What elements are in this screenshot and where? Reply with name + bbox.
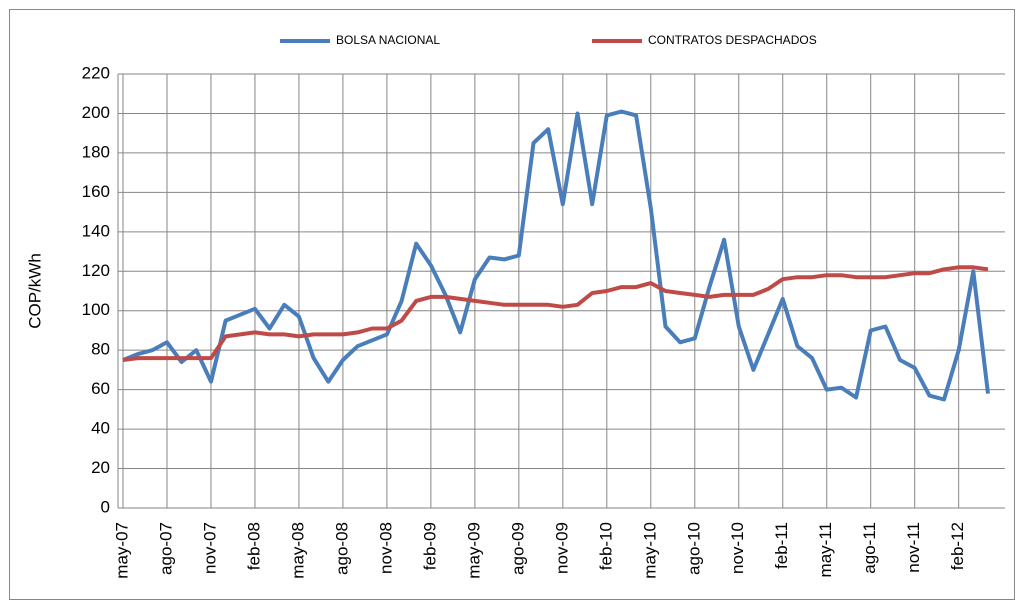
y-tick-label: 200 (82, 103, 110, 122)
x-tick-label: feb-08 (244, 522, 263, 570)
x-tick-label: may-08 (288, 522, 307, 579)
y-tick-label: 0 (101, 497, 110, 516)
y-tick-label: 160 (82, 182, 110, 201)
series-line (122, 109, 990, 402)
x-tick-label: ago-11 (860, 522, 879, 574)
x-tick-label: may-11 (816, 522, 835, 577)
x-tick-label: may-10 (640, 522, 659, 579)
x-tick-label: feb-10 (596, 522, 615, 570)
y-tick-label: 140 (82, 221, 110, 240)
x-tick-label: may-07 (112, 522, 131, 579)
x-tick-label: feb-11 (772, 522, 791, 569)
x-tick-label: nov-08 (376, 522, 395, 574)
x-tick-label: nov-11 (904, 522, 923, 573)
series-line (122, 265, 989, 362)
legend-label: CONTRATOS DESPACHADOS (648, 33, 817, 47)
x-tick-label: ago-08 (332, 522, 351, 575)
x-tick-label: ago-09 (508, 522, 527, 575)
x-tick-label: nov-09 (552, 522, 571, 574)
y-tick-label: 100 (82, 300, 110, 319)
x-tick-label: ago-07 (156, 522, 175, 575)
y-axis-label: COP/kWh (25, 253, 44, 329)
x-tick-label: nov-07 (200, 522, 219, 574)
x-tick-label: may-09 (464, 522, 483, 579)
y-tick-label: 120 (82, 261, 110, 280)
y-tick-label: 180 (82, 142, 110, 161)
legend-label: BOLSA NACIONAL (336, 33, 440, 47)
y-tick-label: 80 (91, 340, 110, 359)
x-tick-label: feb-09 (420, 522, 439, 570)
x-tick-label: ago-10 (684, 522, 703, 575)
y-tick-label: 60 (91, 379, 110, 398)
y-tick-label: 40 (91, 419, 110, 438)
y-tick-label: 20 (91, 458, 110, 477)
x-tick-label: nov-10 (728, 522, 747, 574)
x-tick-label: feb-12 (948, 522, 967, 570)
y-tick-label: 220 (82, 63, 110, 82)
